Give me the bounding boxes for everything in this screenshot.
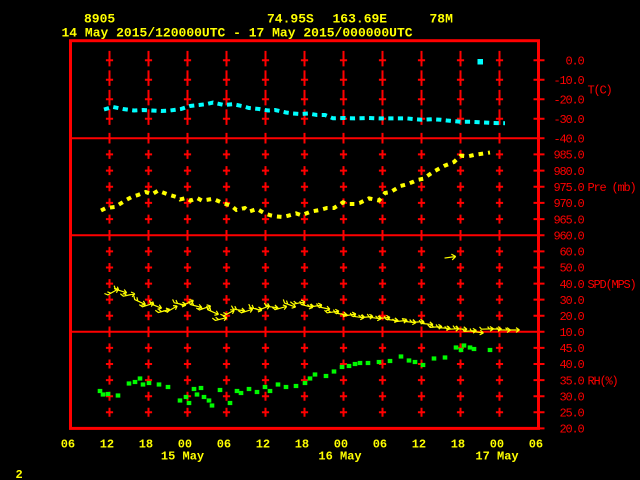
svg-text:74.95S: 74.95S [267,12,314,27]
svg-text:06: 06 [373,437,387,451]
svg-text:45.0: 45.0 [559,342,584,356]
svg-text:17 May: 17 May [475,449,518,463]
svg-text:35.0: 35.0 [559,374,584,388]
svg-text:20.0: 20.0 [559,423,584,437]
svg-text:SPD(MPS): SPD(MPS) [588,278,636,292]
svg-text:960.0: 960.0 [553,230,584,244]
svg-text:163.69E: 163.69E [333,12,388,27]
svg-text:25.0: 25.0 [559,407,584,421]
svg-text:60.0: 60.0 [559,246,584,260]
svg-text:15 May: 15 May [161,449,204,463]
svg-text:06: 06 [217,437,231,451]
svg-text:12: 12 [100,437,114,451]
svg-text:18: 18 [295,437,309,451]
svg-text:00: 00 [490,437,504,451]
svg-text:970.0: 970.0 [553,197,584,211]
svg-text:Pre (mb): Pre (mb) [588,181,636,195]
svg-text:40.0: 40.0 [559,278,584,292]
svg-text:0.0: 0.0 [565,54,584,68]
svg-text:16 May: 16 May [318,449,361,463]
svg-text:78M: 78M [430,12,454,27]
svg-text:8905: 8905 [84,12,115,27]
svg-text:2: 2 [16,468,23,480]
svg-text:RH(%): RH(%) [588,374,618,388]
svg-text:50.0: 50.0 [559,262,584,276]
svg-text:30.0: 30.0 [559,294,584,308]
svg-text:12: 12 [256,437,270,451]
svg-text:-30.0: -30.0 [553,113,584,127]
svg-text:975.0: 975.0 [553,181,584,195]
svg-text:-40.0: -40.0 [553,132,584,146]
svg-text:980.0: 980.0 [553,165,584,179]
svg-text:985.0: 985.0 [553,149,584,163]
svg-text:18: 18 [139,437,153,451]
svg-text:10.0: 10.0 [559,326,584,340]
svg-text:00: 00 [178,437,192,451]
svg-text:-20.0: -20.0 [553,93,584,107]
svg-text:30.0: 30.0 [559,390,584,404]
svg-text:12: 12 [412,437,426,451]
svg-text:00: 00 [334,437,348,451]
svg-text:965.0: 965.0 [553,213,584,227]
svg-text:20.0: 20.0 [559,310,584,324]
svg-text:14 May 2015/120000UTC - 17 May: 14 May 2015/120000UTC - 17 May 2015/0000… [62,26,413,41]
svg-text:40.0: 40.0 [559,358,584,372]
svg-text:06: 06 [529,437,543,451]
svg-text:-10.0: -10.0 [553,74,584,88]
svg-text:18: 18 [451,437,465,451]
svg-text:06: 06 [61,437,75,451]
svg-text:T(C): T(C) [588,84,612,98]
